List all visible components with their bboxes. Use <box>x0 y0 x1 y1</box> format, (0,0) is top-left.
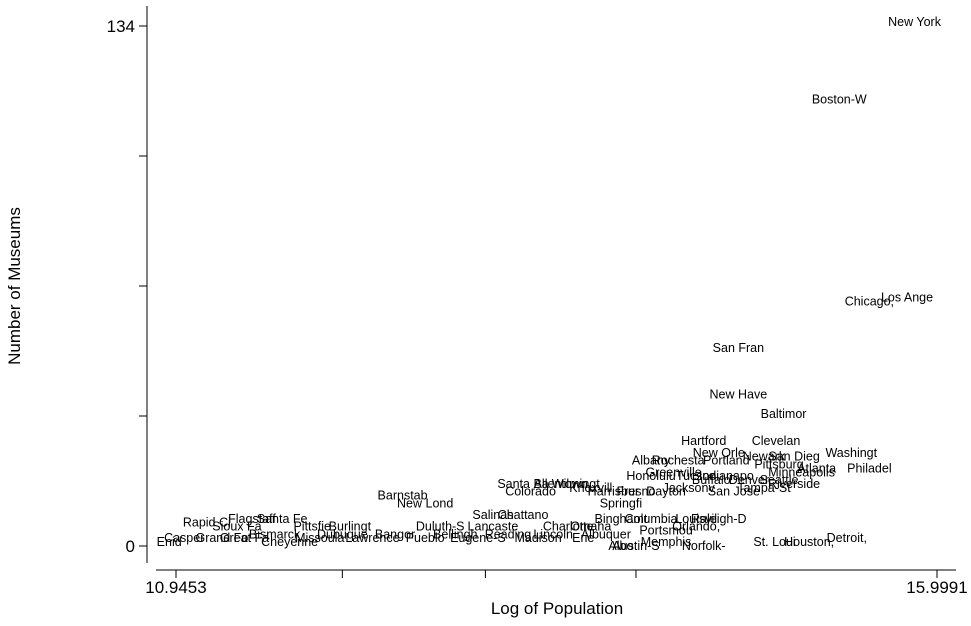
data-point-label: Grand Fo <box>195 531 248 545</box>
data-point-label: Honolulu <box>626 469 675 483</box>
data-point-label: Memphis <box>641 535 692 549</box>
data-point-label: New Lond <box>397 496 453 510</box>
data-point-label: New Orle <box>693 446 745 460</box>
y-axis-title: Number of Museums <box>5 207 24 365</box>
data-point-label: Minneapolis <box>768 465 835 479</box>
y-tick-label: 134 <box>107 17 135 36</box>
data-point-label: Casper <box>164 531 204 545</box>
data-point-label: Indianapo <box>699 469 754 483</box>
data-point-label: Rapid Ci <box>183 516 231 530</box>
data-point-label: Boston-W <box>812 93 867 107</box>
data-point-label: Chattano <box>498 508 549 522</box>
data-point-label: Colorado <box>505 485 556 499</box>
data-point-label: Seattle <box>760 473 799 487</box>
data-point-label: Riverside <box>768 477 820 491</box>
data-point-label: Sioux Fa <box>212 520 261 534</box>
data-point-label: Great Fa <box>220 531 269 545</box>
data-point-label: Orlando, <box>672 520 720 534</box>
x-tick-label: 15.9991 <box>906 578 967 597</box>
data-point-label: Bismarck <box>249 527 301 541</box>
data-point-label: Dayton <box>646 485 686 499</box>
data-point-label: Santa Fe <box>257 512 308 526</box>
data-point-label: Portsmou <box>639 523 693 537</box>
data-point-label: Detroit, <box>827 531 867 545</box>
data-point-label: Houston, <box>784 535 834 549</box>
data-point-label: Lincoln <box>533 527 573 541</box>
data-point-label: Bangor <box>375 527 415 541</box>
ticks: 0 134 10.9453 15.9991 <box>107 17 968 597</box>
data-point-label: Wilmingt <box>552 477 600 491</box>
data-point-label: Austin-S <box>612 539 659 553</box>
data-point-label: St. Loui <box>753 535 795 549</box>
data-point-label: Springfi <box>600 496 642 510</box>
data-point-label: Lawrence <box>345 531 399 545</box>
y-tick-label: 0 <box>126 537 135 556</box>
data-point-label: Cheyenne <box>261 535 318 549</box>
data-point-label: Rochesta <box>652 454 705 468</box>
data-point-label: San Dieg <box>768 450 819 464</box>
data-point-label: Buffalo <box>692 473 731 487</box>
data-point-label: Albo <box>608 539 633 553</box>
data-point-label: Charlotte <box>543 520 594 534</box>
data-point-label: Albuquer <box>581 527 631 541</box>
data-point-label: Chicago, <box>845 295 894 309</box>
data-point-label: Hartford <box>681 434 726 448</box>
data-point-label: Omaha <box>570 520 611 534</box>
data-point-label: Raleigh-D <box>691 512 747 526</box>
data-point-label: Flagstaff <box>228 512 276 526</box>
data-point-label: Fresno <box>617 485 656 499</box>
data-point-label: Santa Ba <box>497 477 548 491</box>
data-point-label: Tucson <box>676 469 717 483</box>
data-point-label: Allentown <box>534 477 588 491</box>
data-point-label: Norfolk- <box>682 539 726 553</box>
data-point-label: New York <box>888 15 942 29</box>
data-point-label: Knoxvill <box>569 481 612 495</box>
data-point-label: Philadel <box>847 461 891 475</box>
data-point-label: Dubuque <box>317 527 368 541</box>
data-point-label: Salinas <box>472 508 513 522</box>
data-point-label: Duluth-S <box>416 520 465 534</box>
data-point-label: Erie <box>572 531 594 545</box>
x-tick-label: 10.9453 <box>145 578 206 597</box>
data-point-label: Eugene-S <box>450 531 506 545</box>
data-point-label: Harrisbur <box>588 485 639 499</box>
data-point-label: Washingt <box>825 446 877 460</box>
data-point-label: Missoula <box>295 531 344 545</box>
data-point-label: Louisvil <box>675 512 717 526</box>
data-point-label: Pueblo <box>406 531 445 545</box>
data-point-label: Pittsfie <box>293 520 331 534</box>
data-point-label: Binghamt <box>595 512 648 526</box>
data-point-label: New Have <box>710 388 768 402</box>
data-point-label: Tampa-St <box>737 481 791 495</box>
data-point-label: Clevelan <box>752 434 801 448</box>
data-point-label: Denver <box>729 473 769 487</box>
x-axis-title: Log of Population <box>491 599 623 618</box>
data-point-label: Reading <box>485 527 532 541</box>
data-point-label: Albany <box>632 454 671 468</box>
data-point-label: Pittsburg <box>754 458 803 472</box>
axes <box>146 6 956 571</box>
data-point-label: Bellingh <box>433 527 478 541</box>
data-point-label: Portland <box>703 454 750 468</box>
data-point-label: Atlanta <box>797 461 836 475</box>
data-point-label: Madison <box>514 531 561 545</box>
data-point-label: Barnstab <box>378 489 428 503</box>
data-point-label: Baltimor <box>761 407 807 421</box>
data-point-label: Jacksonv <box>663 481 716 495</box>
data-point-label: Enid <box>157 535 182 549</box>
data-point-label: Lancaste <box>468 520 519 534</box>
data-point-label: Los Ange <box>881 291 933 305</box>
data-point-label: Burlingt <box>329 520 372 534</box>
data-point-label: Greenville <box>645 465 701 479</box>
data-point-label: Newark <box>743 450 786 464</box>
data-point-label: San Jose <box>708 485 760 499</box>
data-point-label: Columbia <box>625 512 678 526</box>
data-point-label: San Fran <box>713 341 764 355</box>
